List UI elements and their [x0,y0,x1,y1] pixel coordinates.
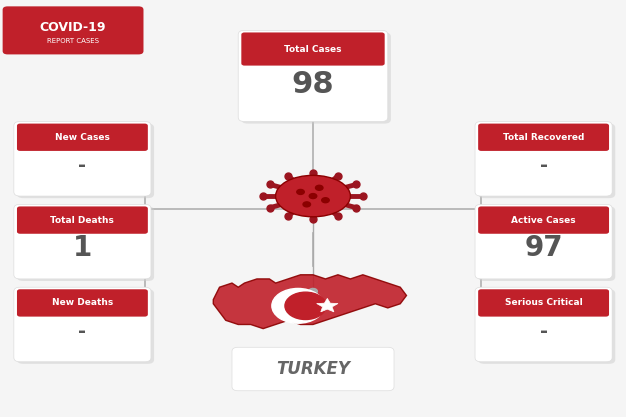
FancyBboxPatch shape [475,287,612,362]
FancyBboxPatch shape [475,121,612,196]
FancyBboxPatch shape [478,123,615,198]
Circle shape [309,193,317,198]
FancyBboxPatch shape [17,123,154,198]
Text: -: - [78,156,86,175]
FancyBboxPatch shape [14,121,151,196]
FancyBboxPatch shape [14,287,151,362]
FancyBboxPatch shape [478,289,615,364]
Polygon shape [317,299,338,312]
Circle shape [297,189,304,194]
FancyBboxPatch shape [242,33,384,65]
Text: 97: 97 [525,234,563,262]
Text: Total Recovered: Total Recovered [503,133,584,142]
FancyBboxPatch shape [3,6,143,54]
Circle shape [303,202,310,207]
FancyBboxPatch shape [14,204,151,279]
Circle shape [309,289,317,294]
Text: Total Cases: Total Cases [284,45,342,53]
Text: Total Deaths: Total Deaths [51,216,115,225]
Text: Active Cases: Active Cases [511,216,576,225]
FancyBboxPatch shape [478,289,609,317]
Circle shape [316,185,323,190]
FancyBboxPatch shape [17,289,148,317]
Text: New Cases: New Cases [55,133,110,142]
Text: 98: 98 [292,70,334,99]
Text: 1: 1 [73,234,92,262]
FancyBboxPatch shape [17,289,154,364]
FancyBboxPatch shape [475,204,612,279]
FancyBboxPatch shape [242,33,391,123]
FancyBboxPatch shape [232,347,394,391]
FancyBboxPatch shape [239,30,387,121]
Text: TURKEY: TURKEY [276,360,350,378]
Text: New Deaths: New Deaths [52,299,113,307]
Text: -: - [540,156,548,175]
Text: COVID-19: COVID-19 [40,20,106,34]
FancyBboxPatch shape [478,123,609,151]
FancyBboxPatch shape [17,123,148,151]
FancyBboxPatch shape [17,206,148,234]
FancyBboxPatch shape [478,206,609,234]
Polygon shape [213,275,406,329]
Circle shape [285,292,326,319]
FancyBboxPatch shape [478,206,615,281]
Text: REPORT CASES: REPORT CASES [47,38,99,44]
Text: -: - [78,322,86,341]
Ellipse shape [275,176,351,217]
Circle shape [272,289,324,323]
Text: -: - [540,322,548,341]
Circle shape [322,198,329,203]
FancyBboxPatch shape [17,206,154,281]
Text: Serious Critical: Serious Critical [505,299,582,307]
